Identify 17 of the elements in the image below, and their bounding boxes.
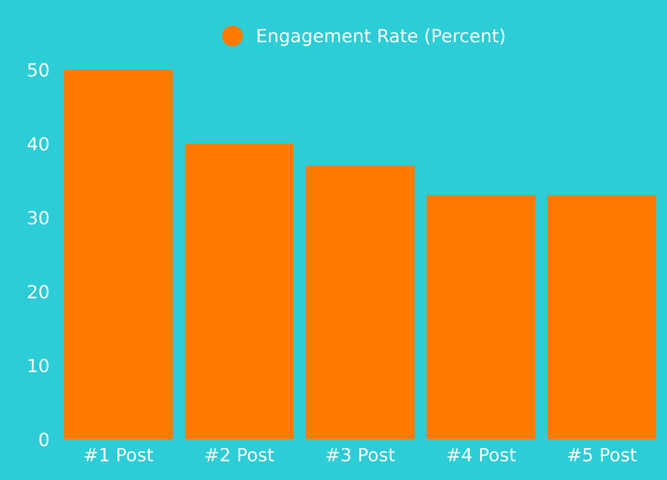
y-tick-label: 20	[28, 284, 48, 298]
bar	[426, 195, 536, 440]
bar	[64, 70, 173, 440]
y-tick-label: 40	[28, 136, 48, 151]
bar	[184, 144, 294, 440]
y-tick-label: 30	[28, 210, 48, 225]
y-tick-label: 10	[28, 358, 48, 372]
bar	[306, 166, 415, 440]
x-tick-label: #3 Post	[326, 448, 395, 462]
y-tick-label: 0	[39, 432, 48, 446]
x-tick-label: #4 Post	[447, 448, 516, 462]
bar	[548, 195, 656, 440]
x-tick-label: #5 Post	[568, 448, 637, 462]
y-tick-label: 50	[28, 63, 48, 77]
x-tick-label: #2 Post	[206, 448, 274, 462]
x-tick-label: #1 Post	[84, 448, 154, 462]
legend-label: Engagement Rate (Percent)	[258, 28, 504, 46]
